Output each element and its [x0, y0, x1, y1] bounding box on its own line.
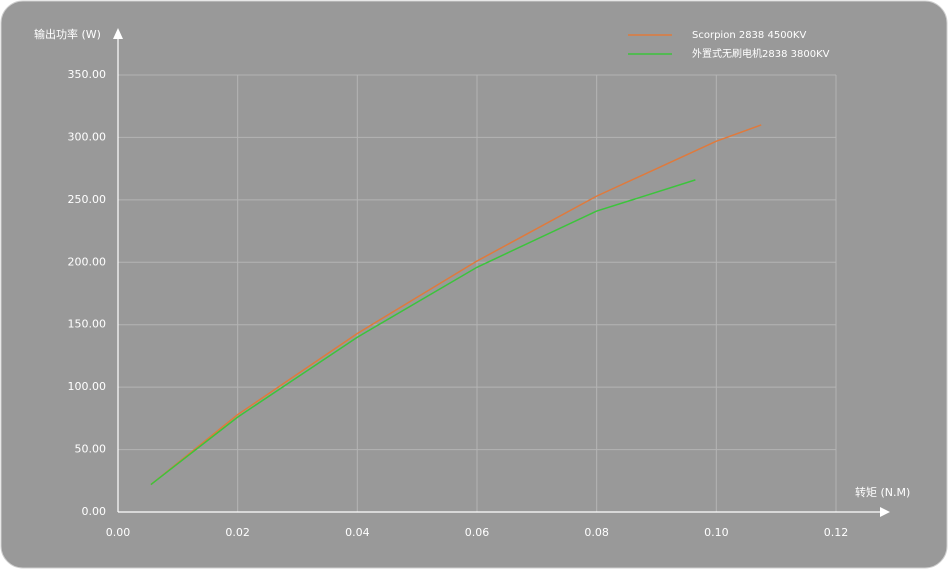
- x-tick-label: 0.00: [106, 526, 131, 539]
- x-tick-label: 0.04: [345, 526, 370, 539]
- series-line: [150, 179, 696, 486]
- x-axis-title: 转矩 (N.M): [855, 485, 910, 499]
- y-axis-arrow: [113, 28, 123, 39]
- x-axis-arrow: [880, 507, 890, 517]
- legend-label: Scorpion 2838 4500KV: [692, 30, 806, 41]
- y-tick-label: 250.00: [68, 193, 107, 206]
- legend-label: 外置式无刷电机2838 3800KV: [692, 47, 830, 60]
- y-tick-label: 150.00: [68, 318, 107, 331]
- x-tick-label: 0.10: [704, 526, 729, 539]
- y-tick-label: 350.00: [68, 68, 107, 81]
- x-tick-label: 0.02: [225, 526, 250, 539]
- y-tick-label: 100.00: [68, 380, 107, 393]
- y-axis-title: 输出功率 (W): [34, 27, 101, 41]
- y-tick-label: 50.00: [75, 443, 107, 456]
- x-tick-label: 0.08: [584, 526, 609, 539]
- y-tick-label: 300.00: [68, 130, 107, 143]
- x-tick-label: 0.06: [465, 526, 490, 539]
- y-tick-label: 200.00: [68, 255, 107, 268]
- series-line: [150, 124, 762, 486]
- y-tick-label: 0.00: [82, 505, 107, 518]
- x-tick-label: 0.12: [824, 526, 849, 539]
